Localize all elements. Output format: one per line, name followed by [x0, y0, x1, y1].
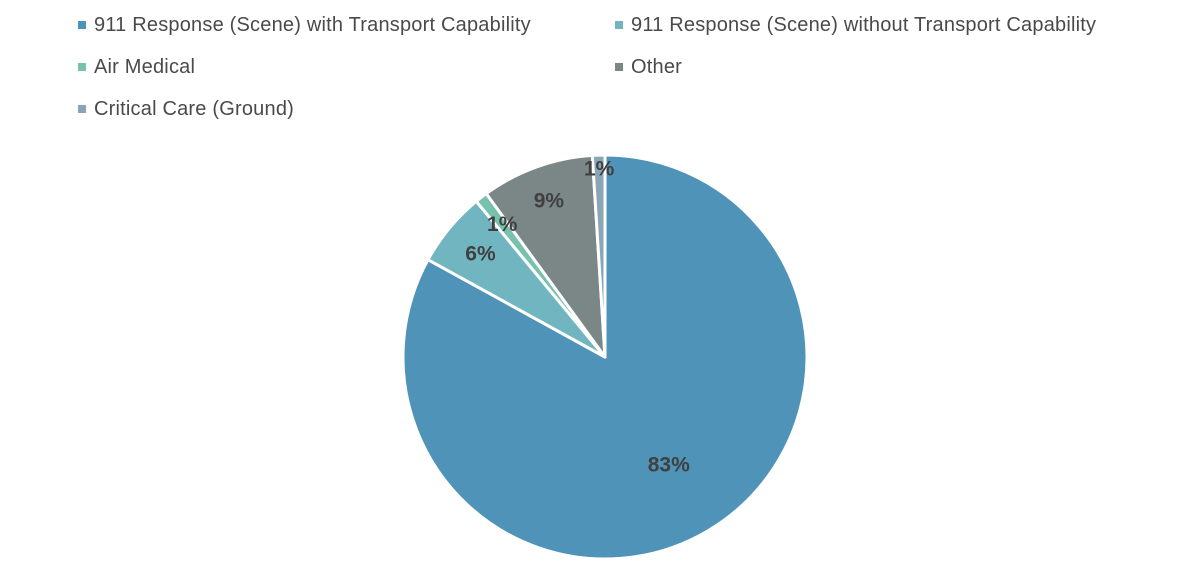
legend-label: Other [631, 55, 683, 78]
legend-swatch [615, 21, 623, 29]
pie-slice-critical-care-ground [590, 153, 607, 359]
legend-item-911-without-transport: 911 Response (Scene) without Transport C… [615, 12, 1096, 38]
legend-item-critical-care-ground: Critical Care (Ground) [78, 96, 294, 122]
legend-item-911-with-transport: 911 Response (Scene) with Transport Capa… [78, 12, 531, 38]
data-label-other: 9% [534, 190, 565, 213]
data-label-critical-care-ground: 1% [584, 158, 615, 181]
legend-swatch [78, 21, 86, 29]
chart-legend: 911 Response (Scene) with Transport Capa… [78, 12, 1178, 132]
pie-slice-other [484, 153, 607, 359]
legend-label: 911 Response (Scene) with Transport Capa… [94, 13, 531, 36]
legend-label: Critical Care (Ground) [94, 97, 295, 120]
data-label-911-response-scene-with-transport-capability: 83% [648, 453, 690, 476]
legend-swatch [78, 63, 86, 71]
legend-label: 911 Response (Scene) without Transport C… [631, 13, 1097, 36]
legend-item-other: Other [615, 54, 682, 80]
data-label-911-response-scene-without-transport-capability: 6% [465, 242, 496, 265]
legend-swatch [615, 63, 623, 71]
data-label-air-medical: 1% [487, 213, 518, 236]
legend-item-air-medical: Air Medical [78, 54, 195, 80]
legend-label: Air Medical [94, 55, 196, 78]
legend-swatch [78, 105, 86, 113]
